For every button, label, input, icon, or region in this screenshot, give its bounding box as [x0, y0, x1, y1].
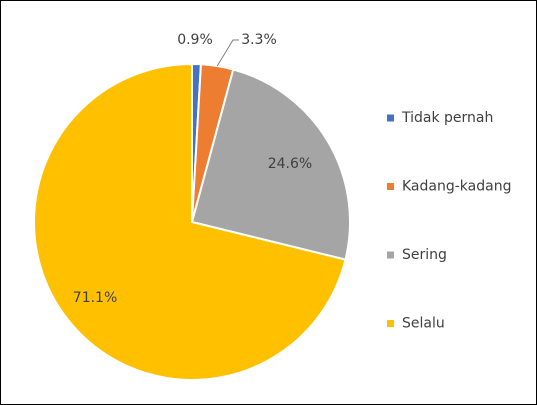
legend-swatch [387, 114, 394, 122]
pie-slice [33, 62, 347, 381]
legend-swatch [387, 320, 394, 327]
legend-label: Tidak pernah [401, 110, 493, 126]
data-label: 71.1% [73, 290, 117, 306]
leader-line [216, 39, 239, 67]
data-label: 24.6% [268, 156, 312, 172]
legend-label: Selalu [402, 316, 445, 332]
legend-label: Kadang-kadang [402, 179, 511, 195]
data-label: 0.9% [177, 32, 213, 48]
legend-swatch [387, 251, 394, 259]
data-label: 3.3% [241, 32, 277, 48]
pie-slice [190, 68, 351, 261]
legend-swatch [387, 183, 394, 190]
legend-label: Sering [402, 247, 447, 263]
